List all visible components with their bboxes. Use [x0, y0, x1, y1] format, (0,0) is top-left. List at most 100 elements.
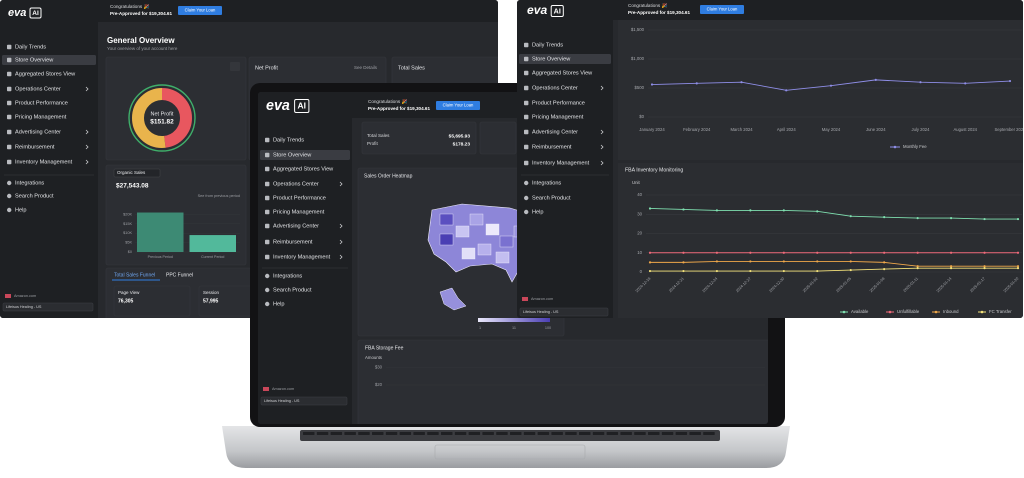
sidebar-icon	[265, 137, 270, 143]
series-point	[740, 81, 743, 84]
overview-title: General Overview	[107, 36, 175, 45]
claim-loan-button[interactable]	[436, 101, 480, 110]
account-select[interactable]	[2, 302, 94, 312]
claim-loan-button[interactable]	[178, 6, 222, 15]
sidebar-icon	[7, 114, 12, 120]
sidebar-tool[interactable]: Help	[15, 207, 27, 213]
sidebar-item[interactable]: Store Overview	[532, 56, 571, 62]
download-button[interactable]	[230, 62, 240, 71]
chart-title: FBA Inventory Monitoring	[625, 167, 683, 173]
donut-value: $151.82	[150, 119, 174, 126]
tab[interactable]: PPC Funnel	[166, 272, 193, 278]
key	[703, 432, 715, 435]
sidebar-item[interactable]: Product Performance	[273, 195, 326, 201]
donut-outer-ring	[128, 84, 196, 152]
sidebar-icon	[265, 254, 270, 260]
sidebar-item[interactable]: Pricing Management	[15, 114, 67, 120]
account-name: Lifeisus Healing - US	[6, 305, 42, 309]
x-tick-label: June 2024	[866, 127, 886, 132]
sidebar-item[interactable]: Pricing Management	[273, 209, 325, 215]
overview-subtitle: Your overview of your account here	[107, 46, 178, 51]
heatmap-legend-label: 100	[545, 326, 551, 330]
sidebar-tool[interactable]: Help	[532, 209, 544, 215]
sidebar-tool[interactable]: Search Product	[532, 195, 571, 201]
sidebar-item[interactable]: Advertising Center	[15, 129, 61, 135]
sidebar-item[interactable]: Daily Trends	[273, 137, 304, 143]
map-state	[439, 213, 454, 226]
heatmap-legend	[478, 318, 550, 322]
sidebar-tool[interactable]: Help	[273, 301, 285, 307]
submenu-arrow	[85, 144, 89, 150]
sidebar-tool[interactable]: Integrations	[15, 180, 44, 186]
series-line	[650, 260, 1018, 267]
funnel-value: 57,995	[203, 298, 219, 304]
sidebar-item[interactable]: Advertising Center	[273, 223, 319, 229]
top-bar	[517, 0, 1023, 20]
sidebar-item[interactable]: Store Overview	[273, 152, 312, 158]
submenu-arrow	[339, 239, 343, 245]
series-point	[829, 84, 833, 87]
sidebar-item[interactable]: Daily Trends	[15, 44, 46, 50]
submenu-arrow	[600, 129, 604, 135]
key	[427, 432, 439, 435]
sidebar-item[interactable]: Aggregated Stores View	[15, 71, 76, 77]
sidebar-item[interactable]: Reimbursement	[532, 144, 572, 150]
sidebar-item[interactable]: Daily Trends	[532, 42, 563, 48]
donut-segment	[132, 88, 192, 148]
series-point	[682, 269, 685, 273]
storage-axis-label: Amounts	[365, 355, 382, 360]
account-select[interactable]	[260, 396, 348, 406]
flag-icon	[522, 297, 528, 301]
account-select[interactable]	[519, 307, 609, 317]
tab[interactable]: Total Sales Funnel	[114, 272, 155, 278]
sidebar-item[interactable]: Product Performance	[15, 100, 68, 106]
sidebar-item[interactable]: Inventory Management	[532, 160, 590, 166]
summary-value: $5,695.93	[449, 133, 471, 139]
sidebar-item[interactable]: Operations Center	[532, 85, 578, 91]
sidebar-item[interactable]: Aggregated Stores View	[273, 166, 334, 172]
sidebar-item[interactable]: Aggregated Stores View	[532, 70, 593, 76]
key	[565, 432, 577, 435]
legend-dot	[842, 310, 846, 314]
store-name: Amazon.com	[14, 294, 36, 298]
sidebar-item[interactable]: Store Overview	[15, 57, 54, 63]
sidebar-item[interactable]: Advertising Center	[532, 129, 578, 135]
funnel-label: Session	[203, 290, 220, 295]
sidebar-item[interactable]: Reimbursement	[273, 239, 313, 245]
sidebar-icon	[524, 70, 529, 76]
legend-label: Unfulfillable	[897, 309, 920, 314]
sidebar-item[interactable]: Inventory Management	[273, 254, 331, 260]
y-tick-label: 30	[637, 211, 642, 216]
sidebar-item[interactable]: Operations Center	[273, 181, 319, 187]
x-tick-label: Current Period	[201, 255, 224, 259]
sidebar-item[interactable]: Product Performance	[532, 100, 585, 106]
sidebar-item[interactable]: Operations Center	[15, 86, 61, 92]
funnel-label: Page View	[118, 290, 140, 295]
logo-text: eva	[8, 7, 26, 19]
flag-icon	[5, 294, 11, 298]
touchpad	[434, 444, 586, 460]
y-tick-label: $500	[634, 85, 644, 90]
sidebar-item[interactable]: Reimbursement	[15, 144, 55, 150]
map-state	[439, 233, 454, 246]
sidebar-item[interactable]: Pricing Management	[532, 114, 584, 120]
key	[620, 432, 632, 435]
sidebar-icon	[524, 114, 529, 120]
account-name: Lifeisus Healing - US	[264, 399, 300, 403]
key	[316, 432, 329, 435]
sidebar-tool[interactable]: Search Product	[273, 287, 312, 293]
series-point	[949, 217, 953, 220]
claim-loan-button[interactable]	[700, 5, 744, 14]
series-point	[983, 251, 986, 254]
sales-select[interactable]	[113, 168, 161, 178]
card-link[interactable]: See Details	[354, 65, 378, 70]
sidebar-item[interactable]: Inventory Management	[15, 159, 73, 165]
sidebar-tool[interactable]: Integrations	[273, 273, 302, 279]
series-point	[983, 217, 986, 221]
sidebar-tool[interactable]: Integrations	[532, 180, 561, 186]
sidebar-tool[interactable]: Search Product	[15, 193, 54, 199]
sidebar-icon	[7, 44, 12, 50]
map-state	[469, 213, 484, 226]
sidebar-icon	[265, 195, 270, 201]
